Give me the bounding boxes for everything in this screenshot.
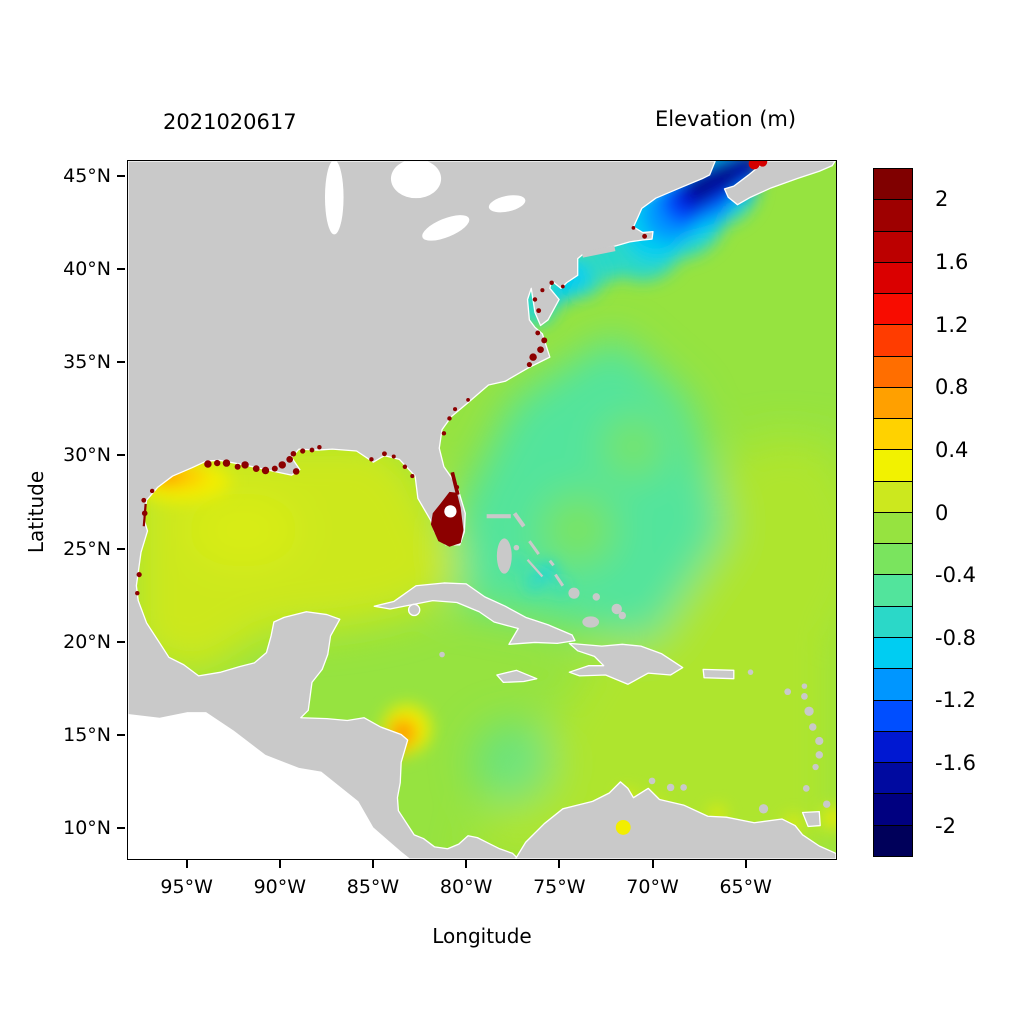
colorbar-segment bbox=[874, 481, 912, 513]
colorbar-segment bbox=[874, 387, 912, 420]
x-tick-label: 75°W bbox=[533, 876, 586, 898]
colorbar-tick-label: -2 bbox=[935, 813, 956, 838]
islands-bahamas bbox=[486, 512, 627, 628]
colorbar-segment bbox=[874, 231, 912, 263]
y-tick-label: 10°N bbox=[63, 817, 111, 840]
flooded-south-florida bbox=[430, 471, 464, 547]
plot-timestamp: 2021020617 bbox=[163, 110, 297, 134]
land bbox=[128, 161, 836, 859]
colorbar-segment bbox=[874, 262, 912, 295]
colorbar-segment bbox=[874, 575, 912, 607]
y-tick-mark bbox=[117, 454, 125, 457]
colorbar-segment bbox=[874, 200, 912, 232]
land-nova-scotia bbox=[723, 161, 836, 206]
island-cuba bbox=[373, 582, 576, 645]
island-hispaniola bbox=[568, 642, 684, 685]
y-tick-label: 30°N bbox=[63, 444, 111, 467]
high-water-speckles bbox=[135, 161, 768, 596]
colorbar-title: Elevation (m) bbox=[655, 107, 797, 131]
x-tick-mark bbox=[558, 860, 561, 868]
colorbar-tick-label: -0.4 bbox=[935, 563, 976, 588]
colorbar-tick-label: 2 bbox=[935, 187, 949, 212]
colorbar-segment bbox=[874, 169, 912, 201]
y-tick-label: 15°N bbox=[63, 724, 111, 747]
land-south-america bbox=[514, 781, 836, 859]
x-tick-mark bbox=[465, 860, 468, 868]
colorbar-segment bbox=[874, 294, 912, 326]
elevation-map-svg bbox=[128, 161, 836, 859]
y-tick-mark bbox=[117, 827, 125, 830]
colorbar-tick-label: 0.8 bbox=[935, 375, 969, 400]
colorbar-tick-label: 0 bbox=[935, 500, 949, 525]
colorbar-labels: 2 1.6 1.2 0.8 0.4 0 -0.4 -0.8 -1.2 -1.6 -2 bbox=[927, 168, 997, 857]
colorbar-segment bbox=[874, 669, 912, 701]
colorbar-segment bbox=[874, 512, 912, 545]
x-tick-label: 90°W bbox=[253, 876, 307, 898]
land-north-america bbox=[128, 161, 716, 859]
x-axis-label: Longitude bbox=[432, 924, 532, 948]
colorbar-segment bbox=[874, 794, 912, 826]
colorbar-segment bbox=[874, 825, 912, 856]
island-jamaica bbox=[496, 669, 538, 684]
colorbar-tick-label: 1.2 bbox=[935, 312, 969, 337]
broad-elevation-patches bbox=[131, 334, 836, 858]
colorbar-segment bbox=[874, 450, 912, 482]
colorbar-tick-label: 0.4 bbox=[935, 437, 969, 462]
y-tick-label: 25°N bbox=[63, 537, 111, 560]
colorbar-tick-label: 1.6 bbox=[935, 249, 969, 274]
y-tick-label: 35°N bbox=[63, 351, 111, 374]
colorbar-tick-label: -0.8 bbox=[935, 625, 976, 650]
x-tick-label: 80°W bbox=[439, 876, 493, 898]
y-tick-mark bbox=[117, 174, 125, 177]
pacific-mask bbox=[128, 712, 411, 859]
island-trinidad bbox=[801, 810, 821, 828]
lagoon-spots bbox=[615, 819, 631, 835]
y-tick-mark bbox=[117, 361, 125, 364]
colorbar-segment bbox=[874, 606, 912, 638]
gulf-of-mexico-patch bbox=[131, 437, 461, 679]
colorbar bbox=[873, 168, 913, 857]
x-tick-label: 95°W bbox=[160, 876, 213, 898]
x-tick-mark bbox=[744, 860, 747, 868]
y-tick-mark bbox=[117, 734, 125, 737]
colorbar-segment bbox=[874, 419, 912, 451]
island-puerto-rico bbox=[702, 668, 735, 680]
colorbar-segment bbox=[874, 325, 912, 357]
colorbar-tick-label: -1.2 bbox=[935, 688, 976, 713]
colorbar-segment bbox=[874, 544, 912, 576]
island-long-island bbox=[581, 245, 616, 258]
map-plot bbox=[127, 160, 837, 860]
colorbar-segment bbox=[874, 700, 912, 732]
y-tick-mark bbox=[117, 547, 125, 550]
x-tick-label: 85°W bbox=[346, 876, 400, 898]
great-lakes bbox=[324, 161, 526, 241]
y-axis-ticks: 45°N 40°N 35°N 30°N 25°N 20°N 15°N 10°N bbox=[0, 160, 127, 860]
x-tick-mark bbox=[371, 860, 374, 868]
x-tick-mark bbox=[278, 860, 281, 868]
x-axis-ticks: 95°W 90°W 85°W 80°W 75°W 70°W 65°W bbox=[127, 860, 837, 920]
colorbar-segment bbox=[874, 763, 912, 795]
colorbar-segment bbox=[874, 731, 912, 764]
islands-lesser-antilles bbox=[439, 651, 831, 814]
x-tick-label: 65°W bbox=[719, 876, 772, 898]
y-tick-mark bbox=[117, 268, 125, 271]
colorbar-segment bbox=[874, 637, 912, 670]
y-tick-label: 20°N bbox=[63, 630, 111, 653]
x-tick-mark bbox=[185, 860, 188, 868]
y-tick-label: 45°N bbox=[63, 164, 111, 187]
x-tick-mark bbox=[651, 860, 654, 868]
y-tick-mark bbox=[117, 640, 125, 643]
y-tick-label: 40°N bbox=[63, 258, 111, 281]
colorbar-segment bbox=[874, 356, 912, 388]
colorbar-tick-label: -1.6 bbox=[935, 751, 976, 776]
x-tick-label: 70°W bbox=[626, 876, 679, 898]
